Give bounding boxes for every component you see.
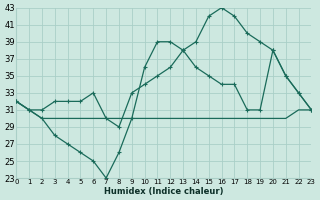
X-axis label: Humidex (Indice chaleur): Humidex (Indice chaleur)	[104, 187, 224, 196]
